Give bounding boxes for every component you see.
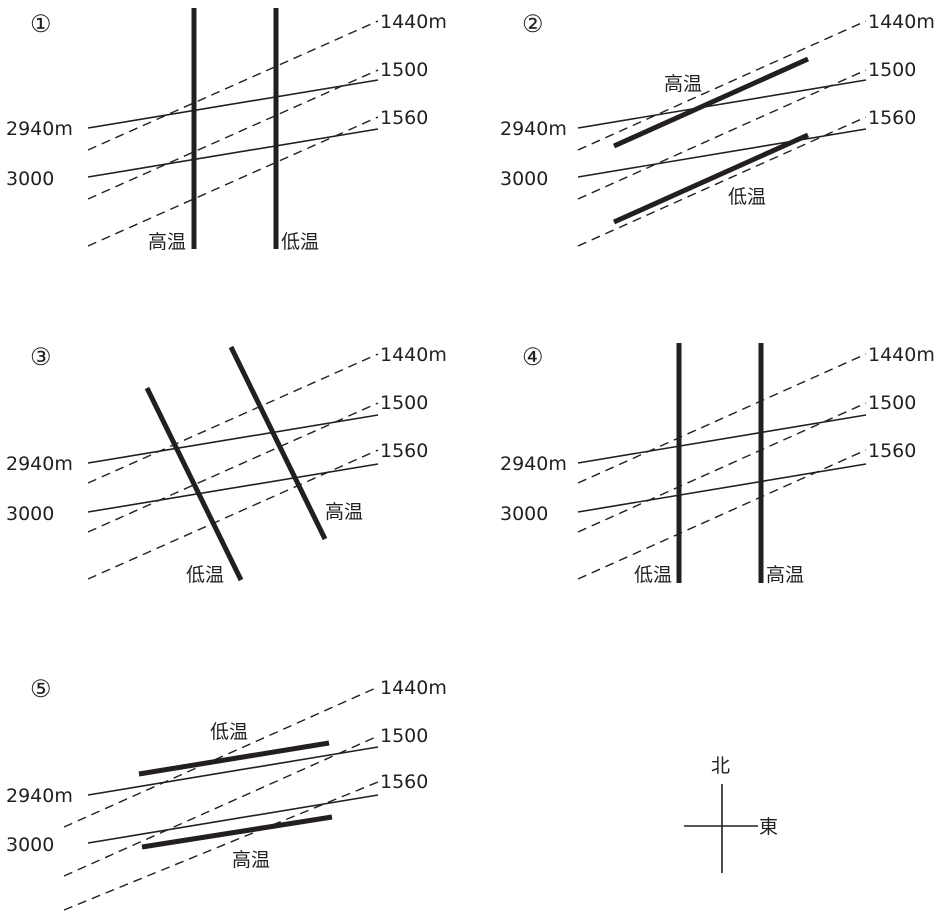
panel-2-label-1440: 1440m	[868, 11, 935, 33]
panel-1-label-3000: 3000	[6, 168, 54, 190]
panel-3-line-3000	[87, 463, 379, 513]
panel-1-label-1440: 1440m	[380, 11, 447, 33]
panel-2-low-temp-layer	[612, 132, 810, 225]
panel-4-label-2940: 2940m	[500, 453, 567, 475]
panel-3-high-temp-layer	[228, 345, 328, 541]
panel-4-label-1440: 1440m	[868, 344, 935, 366]
panel-2-label-3000: 3000	[500, 168, 548, 190]
panel-5-contour-1500	[63, 735, 379, 877]
panel-1-contour-1440	[87, 20, 379, 151]
panel-5-label-2940: 2940m	[6, 785, 73, 807]
panel-1-line-3000	[87, 128, 379, 178]
panel-2-label-high-temp: 高温	[664, 73, 702, 95]
panel-4-contour-1560	[577, 449, 867, 580]
panel-1-line-2940	[87, 79, 379, 129]
panel-4-label-1500: 1500	[868, 392, 916, 414]
panel-5-label-1440: 1440m	[380, 677, 447, 699]
panel-2-contour-1500	[577, 69, 867, 200]
panel-5: ⑤ 1440m 1500 1560 2940m 3000 低温 高温	[6, 677, 447, 911]
panel-1-label-2940: 2940m	[6, 118, 73, 140]
panel-5-low-temp-layer	[138, 740, 330, 777]
panel-2: ② 1440m 1500 1560 2940m 3000 高温 低温	[500, 11, 935, 247]
panel-4-label-3000: 3000	[500, 503, 548, 525]
panel-2-label-1560: 1560	[868, 107, 916, 129]
panel-1-number: ①	[30, 12, 52, 38]
panel-3-contour-1500	[87, 402, 379, 533]
panel-5-contour-1560	[63, 781, 379, 911]
panel-5-contour-1440	[63, 686, 379, 828]
panel-4-number: ④	[522, 345, 544, 371]
panel-3-label-1560: 1560	[380, 440, 428, 462]
panel-2-line-2940	[577, 79, 867, 129]
panel-3-contour-1440	[87, 353, 379, 484]
panel-4-line-3000	[577, 463, 867, 513]
panel-2-contour-1440	[577, 20, 867, 151]
panel-4-contour-1500	[577, 402, 867, 533]
panel-5-label-low-temp: 低温	[210, 721, 248, 743]
panel-4-line-2940	[577, 414, 867, 464]
panel-3-low-temp-layer	[144, 386, 244, 582]
panel-3-number: ③	[30, 345, 52, 371]
panel-2-label-low-temp: 低温	[728, 186, 766, 208]
panel-2-contour-1560	[577, 116, 867, 247]
panel-4-label-low-temp: 低温	[634, 564, 672, 586]
compass: 北 東	[684, 755, 778, 873]
panel-3-label-2940: 2940m	[6, 453, 73, 475]
panel-4-label-1560: 1560	[868, 440, 916, 462]
panel-1-label-1500: 1500	[380, 59, 428, 81]
panel-3-contour-1560	[87, 449, 379, 580]
panel-3: ③ 1440m 1500 1560 2940m 3000 低温 高温	[6, 344, 447, 586]
panel-5-number: ⑤	[30, 677, 52, 703]
panel-3-label-low-temp: 低温	[186, 564, 224, 586]
panel-2-label-2940: 2940m	[500, 118, 567, 140]
panel-4-contour-1440	[577, 353, 867, 484]
panel-2-label-1500: 1500	[868, 59, 916, 81]
panel-1-label-1560: 1560	[380, 107, 428, 129]
panel-2-line-3000	[577, 128, 867, 178]
panel-5-label-3000: 3000	[6, 834, 54, 856]
panel-5-high-temp-layer	[141, 814, 333, 850]
panel-3-label-high-temp: 高温	[325, 501, 363, 523]
panel-3-label-1500: 1500	[380, 392, 428, 414]
panel-1-label-high-temp: 高温	[148, 231, 186, 253]
panel-1: ① 1440m 1500 1560 2940m 3000 高温 低温	[6, 8, 447, 253]
panel-1-contour-1560	[87, 116, 379, 247]
panel-2-high-temp-layer	[612, 56, 810, 149]
panel-3-label-3000: 3000	[6, 503, 54, 525]
compass-east-label: 東	[759, 816, 778, 838]
panel-3-label-1440: 1440m	[380, 344, 447, 366]
panel-5-label-1500: 1500	[380, 725, 428, 747]
panel-5-line-2940	[87, 746, 379, 796]
panel-5-label-high-temp: 高温	[232, 849, 270, 871]
panel-5-line-3000	[87, 794, 379, 844]
panel-2-number: ②	[522, 12, 544, 38]
panel-1-label-low-temp: 低温	[281, 231, 319, 253]
panel-4-label-high-temp: 高温	[766, 564, 804, 586]
panel-5-label-1560: 1560	[380, 771, 428, 793]
compass-north-label: 北	[711, 755, 730, 777]
panel-1-contour-1500	[87, 69, 379, 200]
panel-4: ④ 1440m 1500 1560 2940m 3000 低温 高温	[500, 343, 935, 586]
panel-3-line-2940	[87, 414, 379, 464]
